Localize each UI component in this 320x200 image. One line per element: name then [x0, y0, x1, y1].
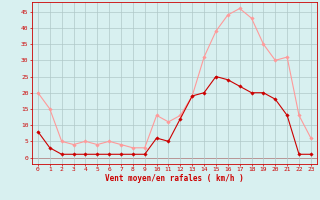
X-axis label: Vent moyen/en rafales ( km/h ): Vent moyen/en rafales ( km/h ) [105, 174, 244, 183]
